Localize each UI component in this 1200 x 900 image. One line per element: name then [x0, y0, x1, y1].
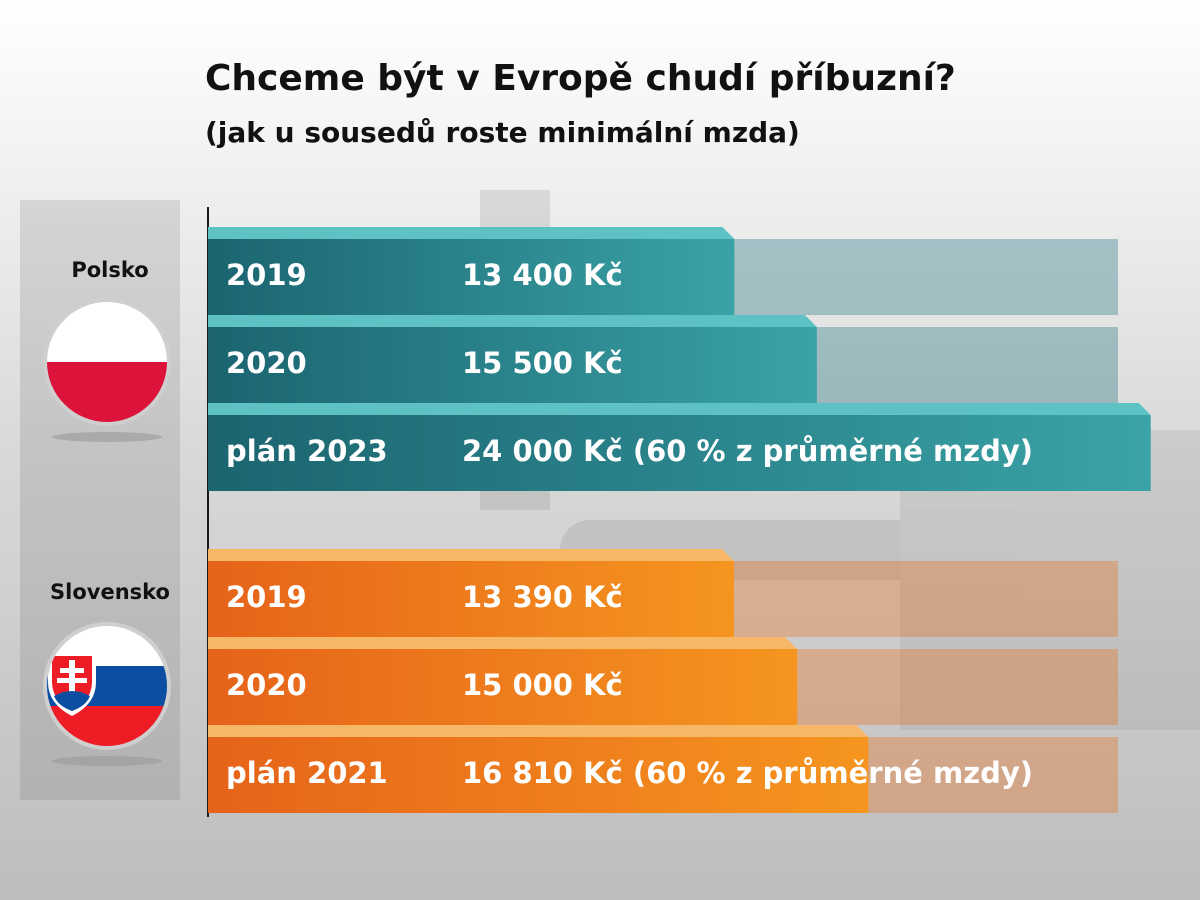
bar-bevel: [208, 403, 1151, 415]
category-label: 2020: [226, 346, 307, 380]
bar-bevel: [208, 725, 869, 737]
group-label: Polsko: [71, 258, 148, 282]
bar: [208, 737, 869, 813]
chart-subtitle: (jak u sousedů roste minimální mzda): [205, 116, 800, 149]
value-label: 16 810 Kč (60 % z průměrné mzdy): [462, 756, 1033, 790]
bar-bevel: [208, 637, 798, 649]
value-label: 15 500 Kč: [462, 346, 623, 380]
bar: [208, 561, 734, 637]
value-label: 13 400 Kč: [462, 258, 623, 292]
category-label: plán 2021: [226, 756, 388, 790]
chart-title: Chceme být v Evropě chudí příbuzní?: [205, 58, 956, 99]
category-label: 2020: [226, 668, 307, 702]
bar: [208, 649, 798, 725]
value-label: 15 000 Kč: [462, 668, 623, 702]
bar-bevel: [208, 549, 734, 561]
category-label: plán 2023: [226, 434, 388, 468]
category-label: 2019: [226, 258, 307, 292]
category-label: 2019: [226, 580, 307, 614]
bar: [208, 239, 735, 315]
value-label: 24 000 Kč (60 % z průměrné mzdy): [462, 434, 1033, 468]
bar: [208, 327, 817, 403]
bar-bevel: [208, 227, 735, 239]
bar: [208, 415, 1151, 491]
group-label: Slovensko: [50, 580, 170, 604]
value-label: 13 390 Kč: [462, 580, 623, 614]
flag-slovakia: [43, 622, 171, 766]
bar-bevel: [208, 315, 817, 327]
